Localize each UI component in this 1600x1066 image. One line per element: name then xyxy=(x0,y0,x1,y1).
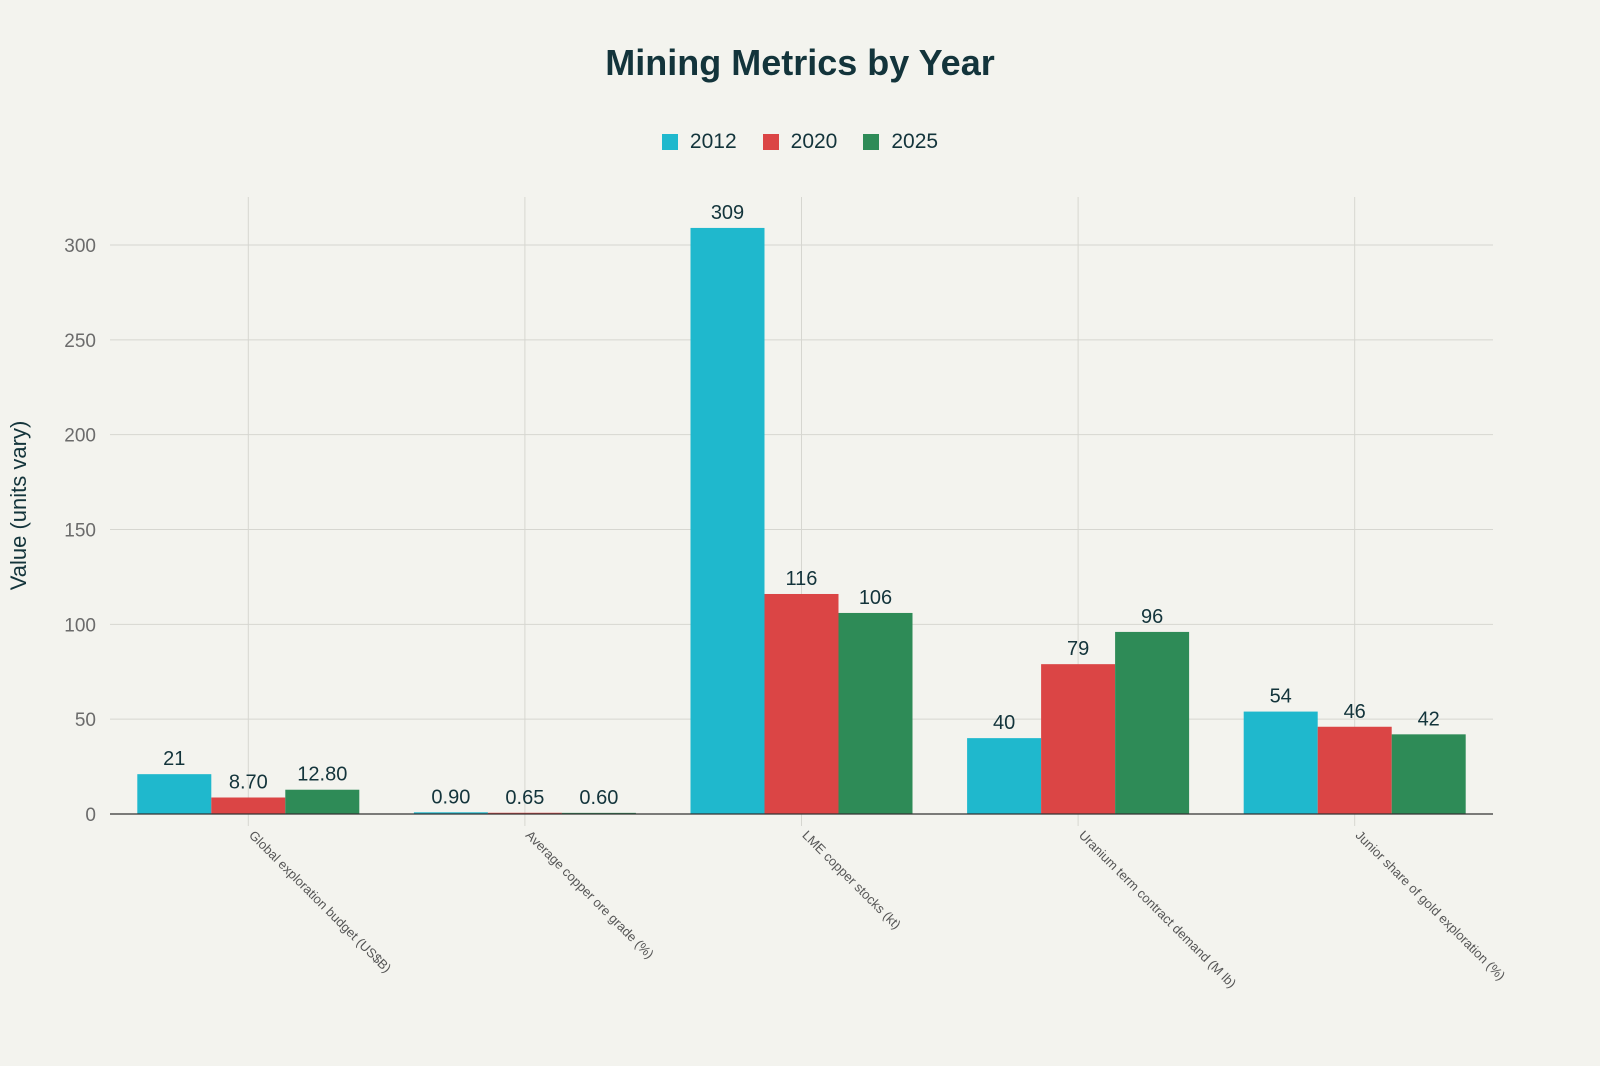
data-label: 8.70 xyxy=(229,771,268,793)
data-label: 106 xyxy=(859,587,892,609)
y-tick-label: 200 xyxy=(64,426,96,447)
bar-2020 xyxy=(1317,726,1392,814)
y-tick-label: 50 xyxy=(75,710,96,731)
x-tick-label: Junior share of gold exploration (%) xyxy=(1353,828,1509,984)
y-tick-label: 250 xyxy=(64,331,96,352)
legend-swatch xyxy=(863,134,880,150)
data-label: 46 xyxy=(1344,701,1366,723)
bar-2012 xyxy=(413,812,488,814)
data-label: 116 xyxy=(786,568,818,590)
data-label: 40 xyxy=(993,712,1015,734)
bar-2012 xyxy=(690,227,765,814)
bar-2025 xyxy=(285,789,360,814)
x-tick-label: LME copper stocks (kt) xyxy=(799,828,904,933)
bar-2025 xyxy=(1115,631,1190,814)
y-tick-label: 0 xyxy=(85,805,96,826)
data-label: 54 xyxy=(1270,686,1292,708)
y-axis-title: Value (units vary) xyxy=(6,421,31,591)
legend-item-2020[interactable]: 2020 xyxy=(762,130,838,154)
data-label: 0.60 xyxy=(579,787,618,809)
legend-label: 2025 xyxy=(891,130,939,153)
legend-item-2012[interactable]: 2012 xyxy=(661,130,737,154)
bar-2025 xyxy=(1391,734,1466,814)
bar-2012 xyxy=(1243,711,1318,814)
x-tick-label: Global exploration budget (US$B) xyxy=(246,828,394,976)
y-tick-label: 100 xyxy=(64,615,96,636)
data-label: 0.65 xyxy=(505,787,544,809)
x-tick-label: Average copper ore grade (%) xyxy=(523,828,657,962)
bar-2012 xyxy=(137,774,212,814)
bar-2012 xyxy=(967,738,1042,814)
data-label: 96 xyxy=(1141,606,1163,628)
data-label: 12.80 xyxy=(297,764,347,786)
legend-label: 2020 xyxy=(790,130,838,153)
bar-2020 xyxy=(764,593,839,814)
data-label: 42 xyxy=(1418,708,1440,730)
legend-swatch xyxy=(762,134,779,150)
bar-2025 xyxy=(838,612,913,814)
chart-title: Mining Metrics by Year xyxy=(605,42,995,83)
bar-2020 xyxy=(1041,664,1116,814)
legend-swatch xyxy=(661,134,678,150)
legend-item-2025[interactable]: 2025 xyxy=(863,130,938,154)
data-label: 21 xyxy=(163,748,185,770)
legend: 2012 2020 2025 xyxy=(0,130,1600,154)
y-tick-label: 150 xyxy=(64,521,96,542)
data-label: 309 xyxy=(711,202,744,224)
y-tick-label: 300 xyxy=(64,236,96,257)
legend-label: 2012 xyxy=(689,130,737,153)
data-label: 79 xyxy=(1067,638,1089,660)
x-tick-label: Uranium term contract demand (M lb) xyxy=(1076,828,1239,991)
bar-2020 xyxy=(211,797,286,814)
data-label: 0.90 xyxy=(431,786,470,808)
